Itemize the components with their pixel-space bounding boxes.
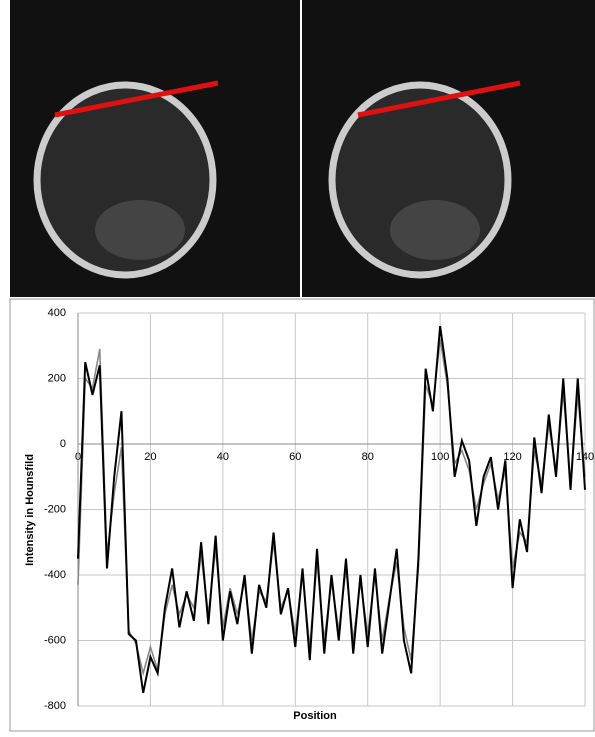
x-tick-label: 20	[144, 451, 156, 463]
chart-frame	[9, 298, 595, 732]
y-tick-label: 200	[48, 372, 66, 384]
x-tick-label: 40	[217, 451, 229, 463]
y-tick-label: -600	[44, 634, 66, 646]
plot: -800-600-400-200020040002040608010012014…	[44, 307, 594, 712]
y-axis-label: Intensity in Hounsfild	[24, 454, 36, 566]
x-tick-label: 140	[576, 451, 594, 463]
y-tick-label: 0	[60, 438, 66, 450]
profile-line	[357, 80, 521, 118]
x-tick-label: 120	[503, 451, 521, 463]
y-tick-label: -200	[44, 503, 66, 515]
x-axis-label: Position	[293, 710, 337, 722]
x-tick-label: 100	[431, 451, 449, 463]
y-tick-label: 400	[48, 307, 66, 319]
tissue	[95, 200, 185, 260]
data-line	[77, 325, 586, 694]
tissue	[390, 200, 480, 260]
y-tick-label: -400	[44, 569, 66, 581]
profile-line	[54, 80, 219, 118]
ct-images	[10, 0, 595, 297]
x-tick-label: 60	[289, 451, 301, 463]
x-tick-label: 80	[362, 451, 374, 463]
y-tick-label: -800	[44, 700, 66, 712]
